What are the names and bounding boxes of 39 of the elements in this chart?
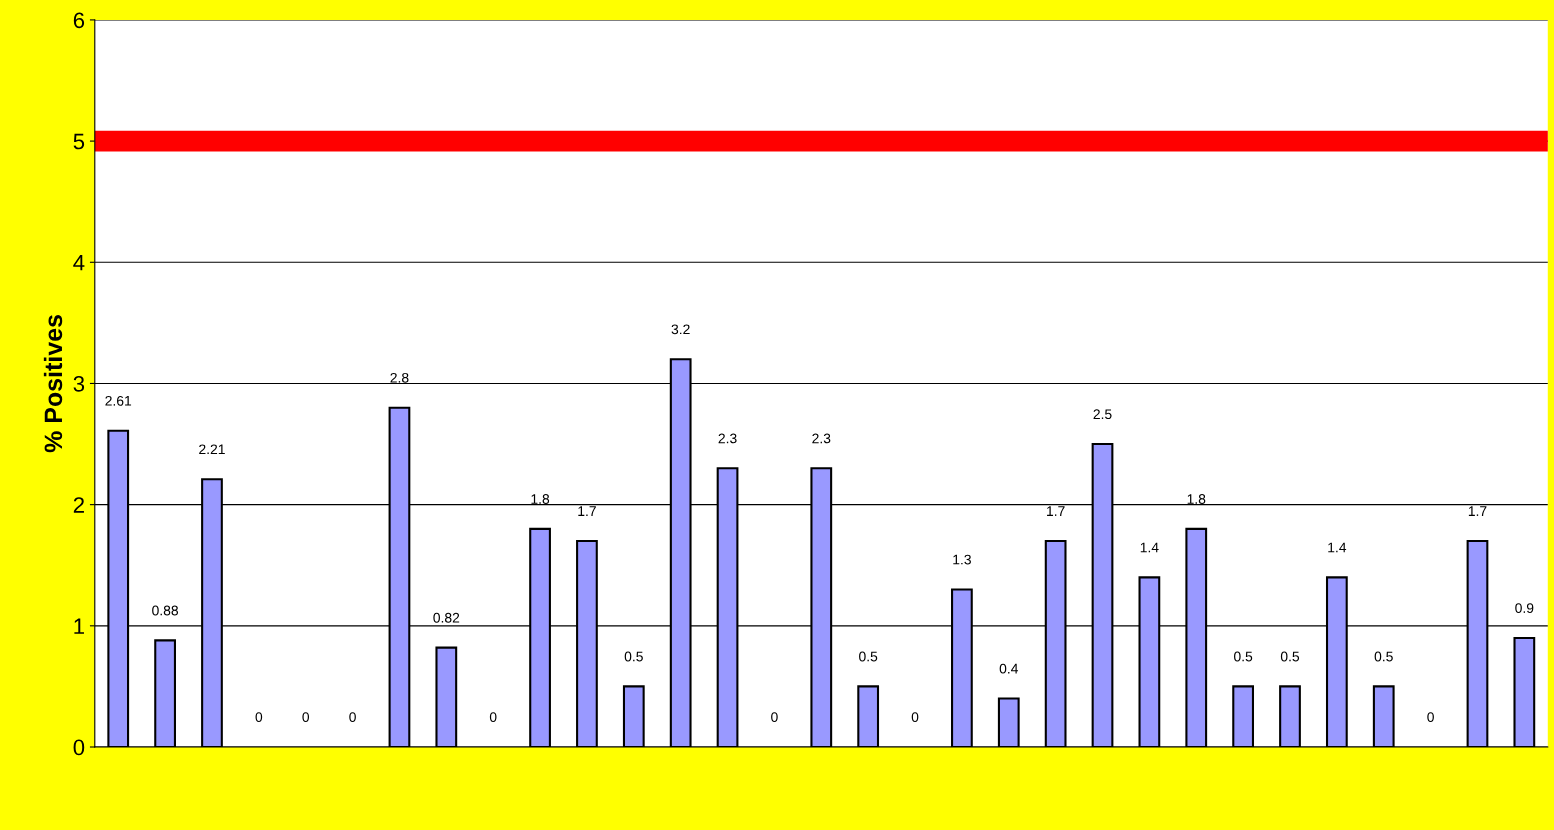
data-label: 2.3 <box>812 433 831 444</box>
y-tick-label: 6 <box>73 12 85 29</box>
data-label: 0 <box>911 712 919 723</box>
data-label: 0 <box>489 712 497 723</box>
y-tick-label: 5 <box>73 133 85 150</box>
data-label: 0 <box>255 712 263 723</box>
y-tick-label: 2 <box>73 497 84 513</box>
data-label: 2.21 <box>199 444 225 455</box>
data-label: 0.5 <box>1374 651 1393 662</box>
data-label: 3.2 <box>671 324 690 335</box>
data-label: 0.9 <box>1515 603 1534 613</box>
data-label: 0.5 <box>624 651 643 662</box>
data-label: 1.8 <box>531 494 550 504</box>
data-label: 0 <box>302 712 310 723</box>
data-label: 2.5 <box>1093 409 1112 420</box>
data-label: 0.82 <box>433 612 460 623</box>
data-label: 2.8 <box>390 372 409 383</box>
data-label: 2.3 <box>718 433 737 444</box>
data-label: 1.4 <box>1328 542 1347 553</box>
y-tick-label: 3 <box>73 375 85 392</box>
y-axis-title: % Positives <box>43 315 63 453</box>
data-label: 1.3 <box>953 554 971 565</box>
y-tick-label: 0 <box>73 739 85 756</box>
data-label: 0.4 <box>999 663 1019 674</box>
data-label: 1.7 <box>1468 506 1487 516</box>
data-label: 0 <box>771 712 778 723</box>
data-label: 1.8 <box>1187 494 1206 504</box>
y-tick-label: 1 <box>74 618 84 634</box>
data-label: 0.5 <box>1234 651 1253 662</box>
data-label: 1.7 <box>578 506 596 516</box>
data-label: 0 <box>1427 712 1434 723</box>
data-label: 0 <box>349 712 356 723</box>
y-tick-label: 4 <box>73 255 85 271</box>
data-label: 2.61 <box>105 395 132 406</box>
data-label: 0.5 <box>1280 651 1300 662</box>
data-label: 0.5 <box>859 651 878 662</box>
data-label: 1.4 <box>1140 542 1159 553</box>
data-label: 0.88 <box>152 605 179 616</box>
data-label: 1.7 <box>1047 506 1065 516</box>
